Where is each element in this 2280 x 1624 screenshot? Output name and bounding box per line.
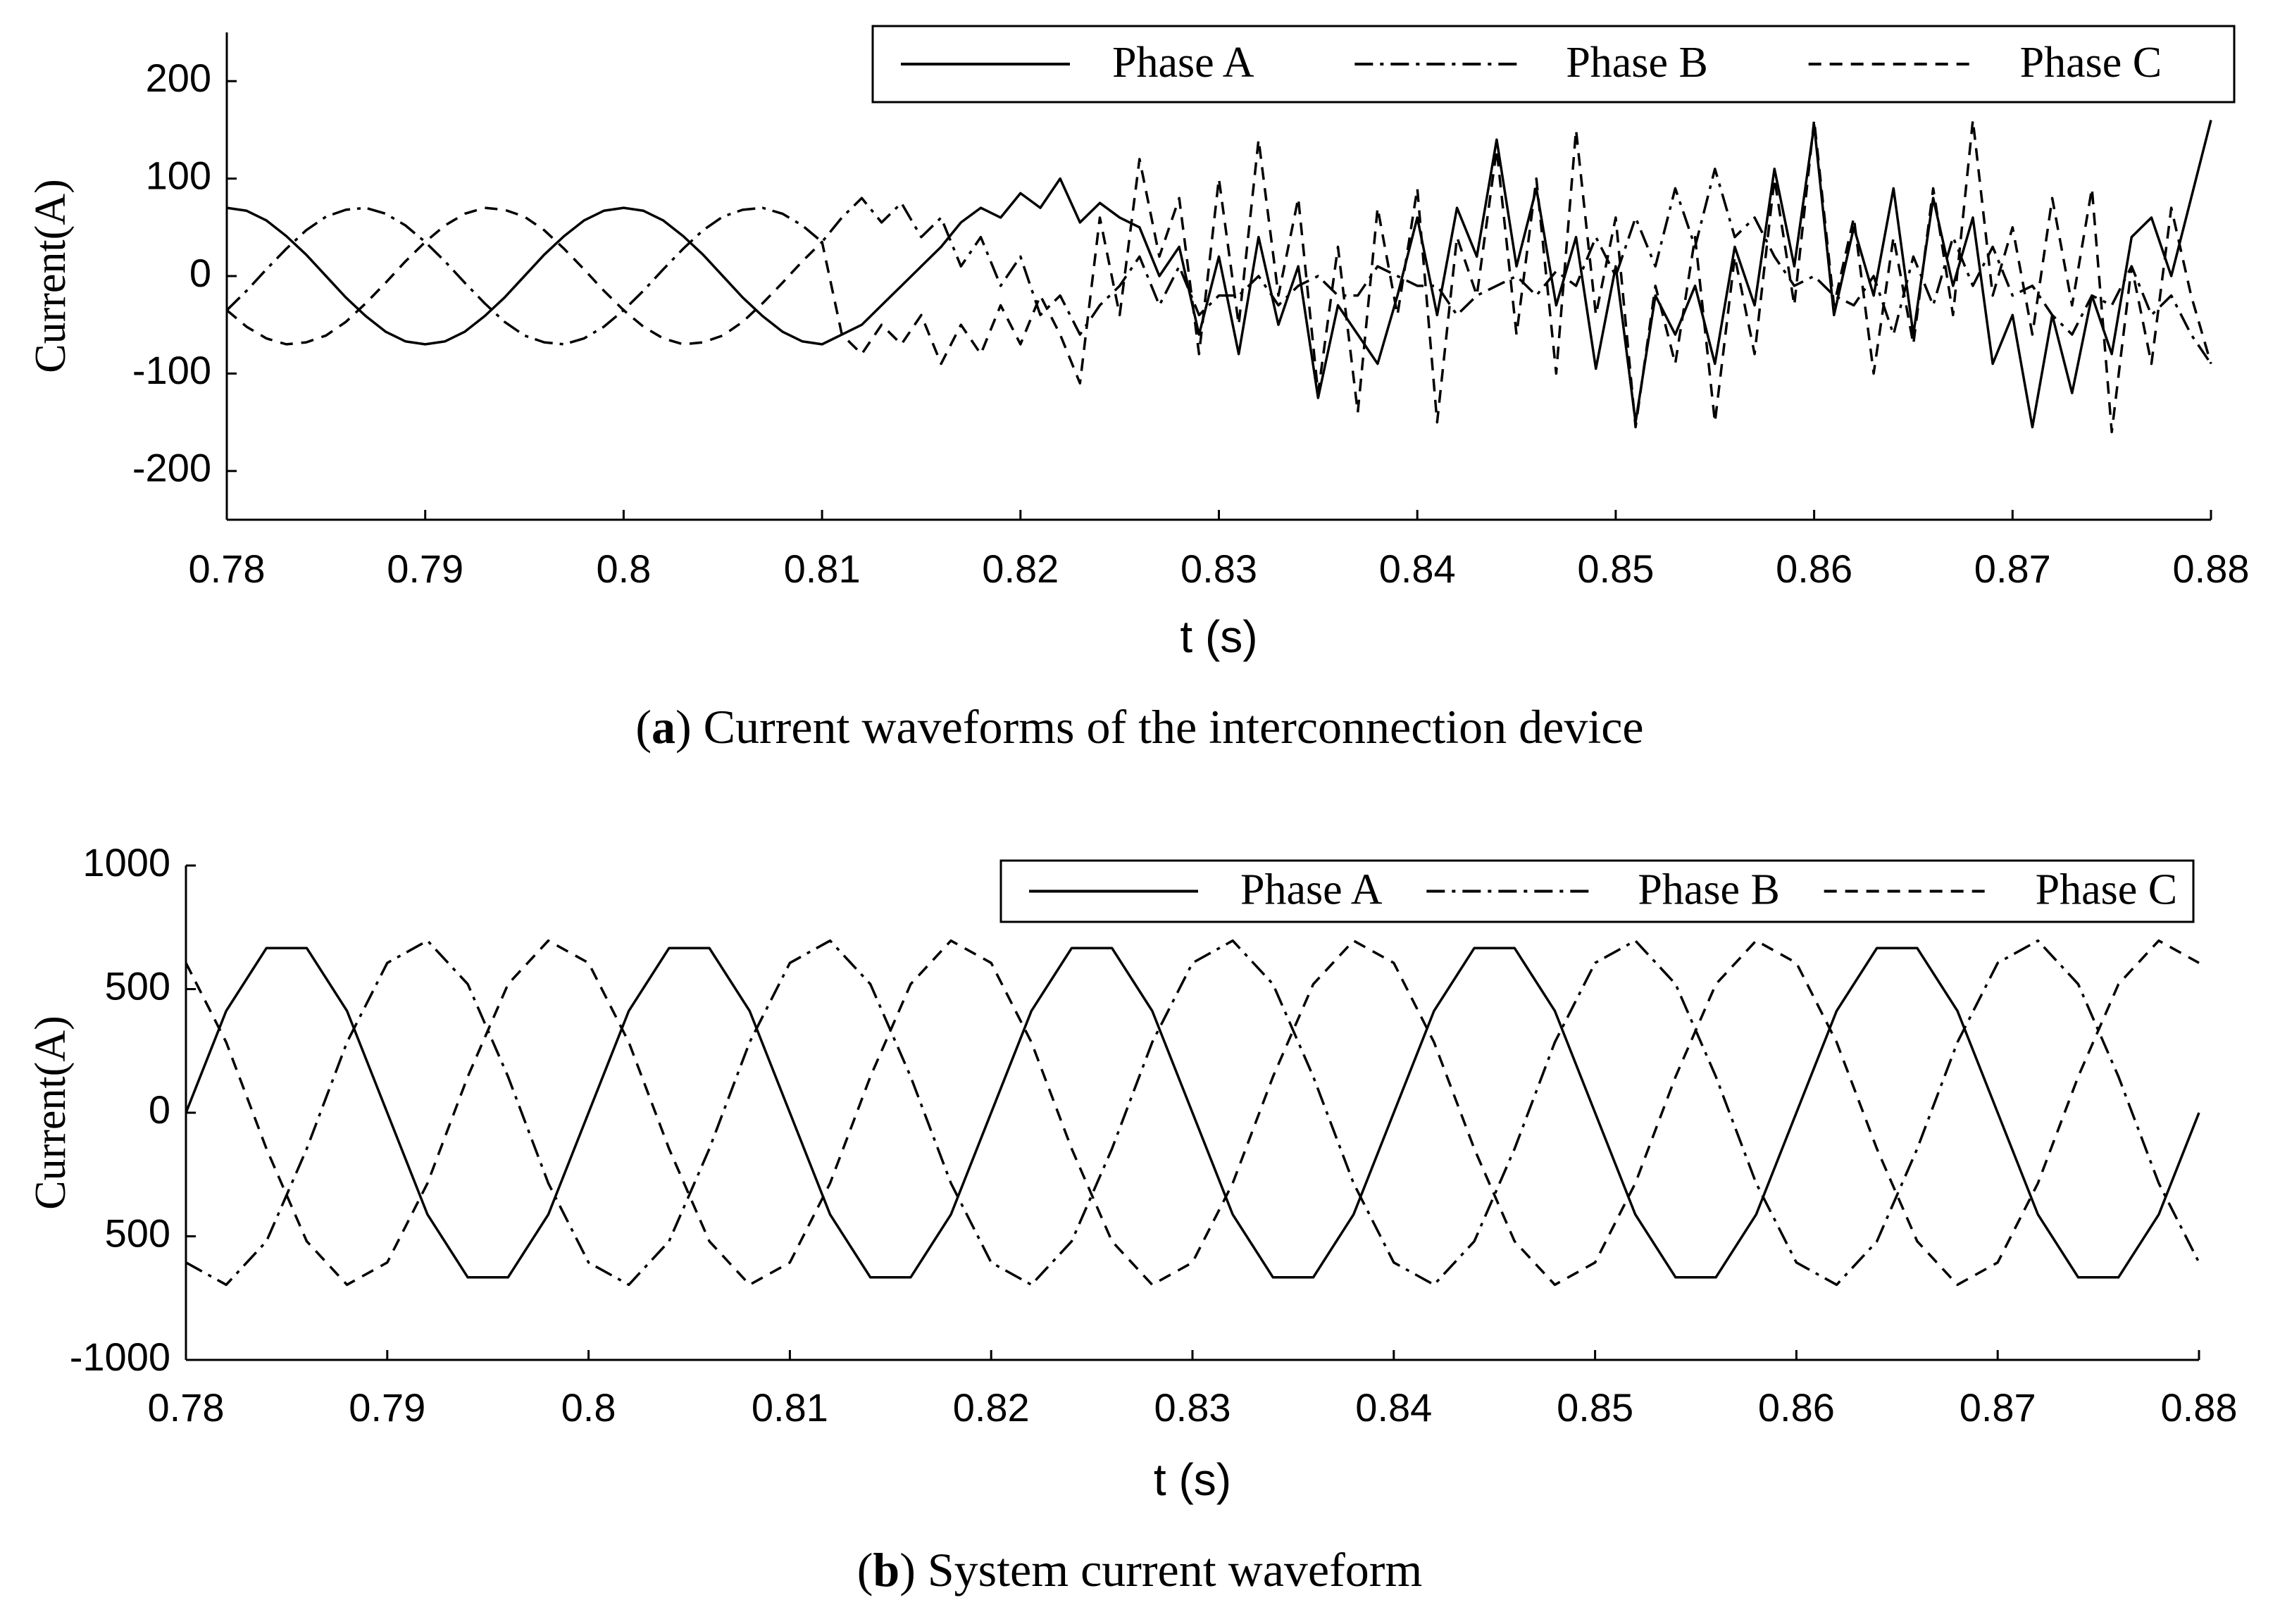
x-tick-label: 0.84 — [1355, 1385, 1432, 1430]
y-tick-label: 0 — [149, 1087, 170, 1132]
x-tick-label: 0.81 — [752, 1385, 828, 1430]
caption-part: ( — [857, 1543, 873, 1597]
series-line — [185, 947, 2200, 1279]
legend-label: Phase C — [2036, 866, 2178, 914]
series-line — [225, 118, 2212, 434]
y-tick-label: -200 — [132, 446, 211, 490]
legend-label: Phase A — [1240, 866, 1383, 914]
x-tick-label: 0.78 — [148, 1385, 225, 1430]
caption: (a) Current waveforms of the interconnec… — [635, 700, 1643, 754]
x-tick-label: 0.78 — [189, 546, 266, 591]
x-axis-label: t (s) — [1154, 1454, 1231, 1505]
series-line — [185, 939, 2200, 1287]
x-tick-label: 0.79 — [349, 1385, 425, 1430]
series-line — [226, 120, 2212, 429]
caption-part: ) System current waveform — [899, 1543, 1422, 1597]
x-tick-label: 0.82 — [953, 1385, 1030, 1430]
caption-part: b — [873, 1543, 899, 1597]
x-tick-label: 0.83 — [1181, 546, 1257, 591]
x-tick-label: 0.85 — [1557, 1385, 1633, 1430]
x-tick-label: 0.88 — [2161, 1385, 2238, 1430]
x-tick-label: 0.86 — [1758, 1385, 1835, 1430]
legend-label: Phase A — [1112, 39, 1254, 87]
x-tick-label: 0.79 — [387, 546, 463, 591]
caption: (b) System current waveform — [857, 1543, 1423, 1597]
y-tick-label: 100 — [146, 153, 211, 197]
legend-box — [871, 25, 2236, 104]
x-tick-label: 0.88 — [2173, 546, 2250, 591]
series-line — [225, 168, 2212, 365]
x-tick-label: 0.84 — [1379, 546, 1456, 591]
legend-label: Phase B — [1566, 39, 1708, 87]
x-tick-label: 0.86 — [1776, 546, 1852, 591]
x-axis-label: t (s) — [1180, 611, 1257, 662]
y-tick-label: 0 — [189, 251, 211, 295]
y-tick-label: 1000 — [82, 840, 170, 885]
caption-part: ) Current waveforms of the interconnecti… — [675, 700, 1644, 754]
x-tick-label: 0.85 — [1577, 546, 1654, 591]
y-tick-label: 500 — [105, 963, 170, 1008]
caption-part: a — [652, 700, 675, 754]
x-tick-label: 0.82 — [982, 546, 1059, 591]
y-tick-label: 200 — [146, 56, 211, 100]
x-tick-label: 0.87 — [1974, 546, 2051, 591]
y-axis-label: Current(A) — [27, 179, 75, 373]
legend-box — [999, 859, 2195, 923]
x-tick-label: 0.81 — [784, 546, 861, 591]
y-tick-label: -1000 — [70, 1335, 170, 1379]
x-tick-label: 0.8 — [596, 546, 651, 591]
caption-part: ( — [635, 700, 652, 754]
y-tick-label: -100 — [132, 348, 211, 392]
legend-label: Phase B — [1638, 866, 1780, 914]
x-tick-label: 0.83 — [1154, 1385, 1231, 1430]
legend-label: Phase C — [2020, 39, 2162, 87]
y-tick-label: 500 — [105, 1211, 170, 1255]
x-tick-label: 0.8 — [561, 1385, 616, 1430]
y-axis-label: Current(A) — [27, 1016, 75, 1209]
x-tick-label: 0.87 — [1960, 1385, 2036, 1430]
